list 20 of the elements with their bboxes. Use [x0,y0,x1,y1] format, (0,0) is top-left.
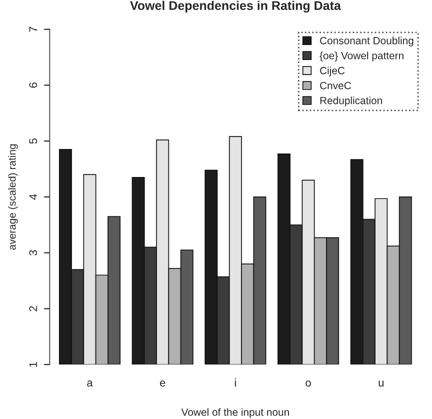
legend-label: {oe} Vowel pattern [320,52,404,62]
x-tick-label: u [378,380,384,387]
legend-label: CnveC [320,82,351,90]
x-tick-label: o [306,380,311,387]
y-tick-label: 2 [29,306,37,312]
x-tick-label: a [87,380,93,387]
y-tick-label: 5 [29,138,38,144]
legend-label: CijeC [320,66,345,76]
legend-label: Reduplication [320,96,382,106]
y-tick-label: 7 [29,26,37,32]
x-tick-label: i [234,378,236,386]
legend-label: Consonant Doubling [320,36,414,46]
x-tick-label: e [160,380,166,387]
y-tick-label: 6 [29,82,38,88]
x-axis-title: Vowel of the input noun [181,408,289,418]
y-tick-label: 4 [29,194,37,200]
y-tick-label: 3 [29,250,38,256]
y-tick-label: 1 [29,362,37,367]
chart-title: Vowel Dependencies in Rating Data [130,0,341,13]
y-axis-title: average (scaled) rating [8,144,18,250]
